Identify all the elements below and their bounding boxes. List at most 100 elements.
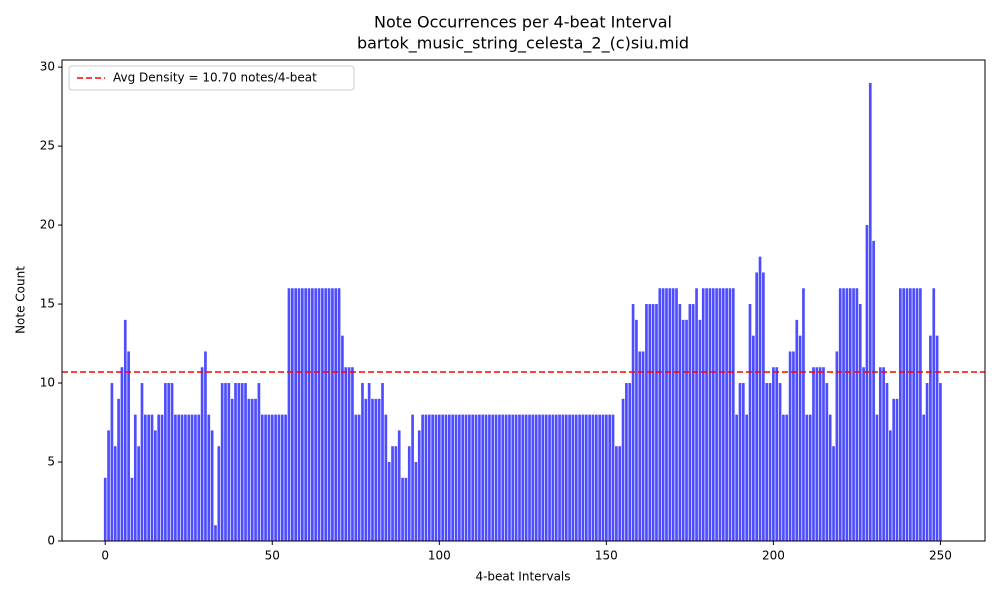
- bar: [461, 414, 465, 541]
- bar: [354, 414, 358, 541]
- bar: [347, 367, 351, 541]
- bar: [491, 414, 495, 541]
- bar: [842, 288, 845, 541]
- bar: [120, 367, 124, 541]
- bar: [899, 288, 902, 541]
- bar: [875, 414, 879, 541]
- bar: [324, 288, 328, 541]
- bar: [912, 288, 916, 541]
- bar: [521, 414, 525, 541]
- bar: [705, 288, 708, 541]
- bar: [825, 383, 829, 541]
- bar: [511, 414, 515, 541]
- bar: [919, 288, 922, 541]
- bar: [357, 414, 361, 541]
- bar: [805, 414, 809, 541]
- bar: [444, 414, 448, 541]
- bar: [247, 398, 251, 541]
- bar: [925, 383, 929, 541]
- bar: [935, 335, 939, 541]
- bar: [478, 414, 481, 541]
- bar: [658, 288, 662, 541]
- bar: [711, 288, 715, 541]
- bar: [641, 351, 645, 541]
- bar: [578, 414, 581, 541]
- bar: [184, 414, 187, 541]
- bar: [447, 414, 451, 541]
- bar: [230, 398, 234, 541]
- bar: [314, 288, 318, 541]
- bar: [451, 414, 455, 541]
- bar: [280, 414, 284, 541]
- bar: [534, 414, 538, 541]
- bar: [561, 414, 565, 541]
- bar: [377, 398, 381, 541]
- bar: [628, 383, 632, 541]
- bar: [882, 367, 885, 541]
- bar: [427, 414, 431, 541]
- bar: [387, 462, 391, 541]
- bar: [227, 383, 231, 541]
- bar: [611, 414, 615, 541]
- bar: [381, 383, 384, 541]
- bar: [441, 414, 444, 541]
- bar: [691, 304, 695, 541]
- bar: [274, 414, 277, 541]
- bar: [615, 446, 618, 541]
- bar: [154, 430, 157, 541]
- bar: [417, 430, 421, 541]
- bar: [337, 288, 341, 541]
- bar: [608, 414, 612, 541]
- bar: [244, 383, 247, 541]
- bar: [321, 288, 324, 541]
- bar: [748, 304, 752, 541]
- x-tick-label: 200: [762, 549, 785, 563]
- bar: [558, 414, 561, 541]
- bar: [845, 288, 849, 541]
- bar: [855, 288, 859, 541]
- bar: [752, 335, 755, 541]
- bar: [731, 288, 735, 541]
- bar: [270, 414, 274, 541]
- bar: [240, 383, 244, 541]
- bar: [671, 288, 675, 541]
- bar: [538, 414, 541, 541]
- bar: [581, 414, 585, 541]
- bar: [878, 367, 882, 541]
- bar: [785, 414, 789, 541]
- bar: [892, 398, 895, 541]
- bar: [367, 383, 371, 541]
- bar: [344, 367, 348, 541]
- bar: [174, 414, 177, 541]
- legend-box: [68, 65, 355, 91]
- bar: [554, 414, 558, 541]
- legend-label: Avg Density = 10.70 notes/4-beat: [113, 71, 317, 85]
- bar: [301, 288, 304, 541]
- bar: [548, 414, 551, 541]
- bar: [481, 414, 485, 541]
- bar: [571, 414, 575, 541]
- bar: [341, 335, 344, 541]
- bar: [758, 256, 762, 541]
- bar: [394, 446, 398, 541]
- bar: [838, 288, 842, 541]
- bar: [832, 446, 835, 541]
- bar: [488, 414, 491, 541]
- bar: [738, 383, 742, 541]
- bar: [464, 414, 468, 541]
- bar: [524, 414, 528, 541]
- bar: [675, 288, 678, 541]
- bar: [645, 304, 648, 541]
- bar: [167, 383, 171, 541]
- bar: [862, 367, 865, 541]
- bar: [735, 414, 738, 541]
- bar: [147, 414, 150, 541]
- bar: [929, 335, 932, 541]
- bar: [431, 414, 434, 541]
- bar: [848, 288, 852, 541]
- x-tick-label: 100: [428, 549, 451, 563]
- bar: [588, 414, 591, 541]
- bar: [741, 383, 745, 541]
- bar: [150, 414, 154, 541]
- y-tick-label: 20: [40, 218, 55, 232]
